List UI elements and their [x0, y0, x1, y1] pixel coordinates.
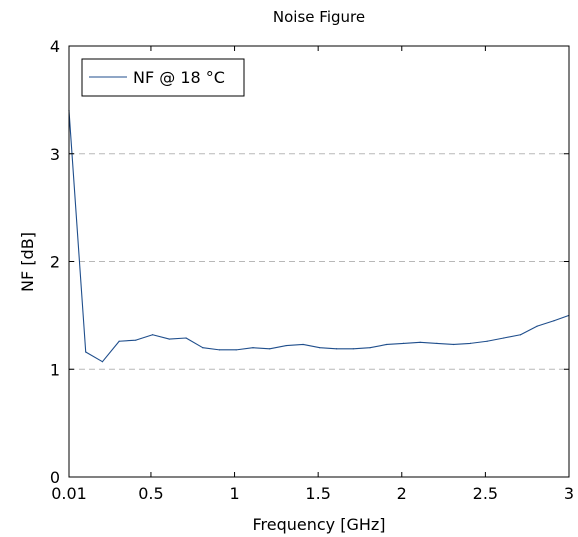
y-tick-label: 4 — [50, 37, 60, 56]
data-point — [419, 341, 421, 343]
x-tick-label: 1 — [229, 484, 239, 503]
y-axis-label: NF [dB] — [18, 232, 37, 292]
line-layer — [68, 110, 570, 363]
data-point — [302, 343, 304, 346]
series-line-nf — [68, 110, 570, 363]
data-point — [402, 342, 405, 344]
legend-label-nf: NF @ 18 °C — [133, 68, 225, 87]
y-tick-label: 2 — [50, 253, 60, 272]
x-tick-label: 0.01 — [51, 484, 87, 503]
data-point — [486, 340, 488, 342]
data-point — [135, 339, 137, 341]
data-point — [386, 343, 388, 346]
data-point — [319, 347, 321, 349]
data-point — [185, 337, 187, 339]
chart-title: Noise Figure — [273, 8, 365, 26]
data-point — [553, 320, 555, 322]
data-point — [352, 348, 354, 350]
data-point — [85, 351, 87, 353]
y-tick-label: 3 — [50, 145, 60, 164]
data-point — [218, 349, 221, 351]
data-point — [503, 337, 505, 339]
x-tick-label: 0.5 — [138, 484, 163, 503]
data-point — [369, 347, 371, 349]
x-tick-label: 2 — [397, 484, 407, 503]
data-point — [335, 348, 338, 350]
y-tick-label: 0 — [50, 468, 60, 487]
data-point — [101, 361, 104, 363]
legend: NF @ 18 °C — [81, 58, 245, 97]
x-tick-label: 2.5 — [473, 484, 498, 503]
tick-layer: 0 1 2 3 4 0.01 0.5 1 1.5 2 2.5 3 — [50, 37, 574, 503]
data-point — [536, 325, 538, 327]
grid-layer — [69, 153, 569, 370]
data-point — [269, 348, 271, 350]
data-point — [235, 349, 237, 351]
x-tick-label: 3 — [564, 484, 574, 503]
data-point — [436, 342, 438, 344]
data-point — [152, 334, 154, 336]
x-tick-label: 1.5 — [305, 484, 330, 503]
x-axis-label: Frequency [GHz] — [252, 515, 385, 534]
y-tick-label: 1 — [50, 360, 60, 379]
data-point — [469, 342, 471, 344]
data-point — [453, 343, 455, 346]
data-point — [202, 347, 204, 349]
data-point — [519, 334, 522, 336]
data-point — [285, 344, 287, 347]
data-point — [118, 340, 120, 342]
data-point — [168, 338, 170, 340]
data-point — [252, 347, 254, 349]
